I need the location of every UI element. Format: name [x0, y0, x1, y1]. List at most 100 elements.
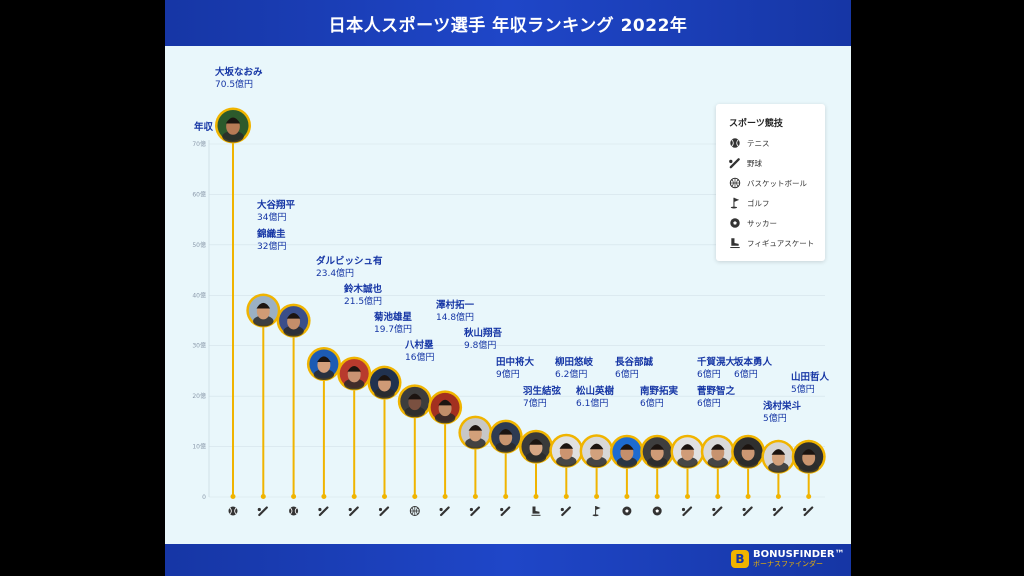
portrait-hair — [468, 424, 483, 431]
portrait-shoulders — [404, 406, 425, 418]
portrait-shoulders — [495, 441, 516, 453]
portrait-shoulders — [344, 378, 365, 390]
portrait-hair — [680, 444, 695, 450]
brand-name: BONUSFINDER™ — [753, 549, 845, 560]
lollipop-mark — [306, 346, 341, 499]
golf-flag-icon — [729, 197, 741, 209]
baseball-bat-icon — [729, 157, 741, 169]
salary-value-label: 6億円 — [734, 368, 758, 380]
sport-baseball-bat-icon — [772, 506, 784, 517]
y-tick-label: 60億 — [192, 190, 206, 198]
lollipop-mark — [700, 434, 735, 499]
salary-value-label: 21.5億円 — [344, 295, 382, 307]
lollipop-base-dot — [745, 494, 751, 499]
player-name-label: 羽生結弦 — [523, 385, 562, 397]
player-name-label: 秋山翔吾 — [463, 327, 503, 339]
lollipop-mark — [731, 434, 766, 499]
portrait-shoulders — [313, 369, 335, 380]
lollipop-mark — [428, 390, 463, 499]
portrait-shoulders — [465, 437, 486, 449]
sport-baseball-bat-icon — [348, 506, 359, 517]
lollipop-mark — [609, 434, 644, 499]
player-name-label: 長谷部誠 — [615, 356, 654, 368]
baseball-bat-icon — [729, 158, 740, 169]
portrait-shoulders — [707, 456, 728, 468]
lollipop-base-dot — [594, 494, 600, 499]
portrait-hair — [771, 449, 786, 455]
soccer-ball-icon — [730, 218, 740, 228]
portrait-shoulders — [222, 130, 244, 143]
lollipop-mark — [215, 107, 251, 499]
y-tick-label: 50億 — [192, 241, 206, 249]
sport-soccer-ball-icon — [652, 506, 662, 516]
lollipop-base-dot — [624, 494, 630, 499]
y-tick-label: 40億 — [192, 291, 206, 299]
player-name-label: 柳田悠岐 — [555, 356, 594, 368]
salary-value-label: 6億円 — [640, 397, 664, 409]
sport-baseball-bat-icon — [318, 506, 329, 517]
legend-item-baseball: 野球 — [729, 157, 762, 169]
legend: スポーツ競技 テニス 野球 バスケットボール ゴルフ サッカー フィギュアスケート — [716, 104, 825, 261]
portrait-shoulders — [737, 456, 759, 468]
salary-value-label: 19.7億円 — [374, 323, 412, 335]
salary-value-label: 23.4億円 — [316, 267, 354, 279]
chart-title: 日本人スポーツ選手 年収ランキング 2022年 — [328, 15, 688, 36]
sport-basketball-icon — [409, 506, 420, 516]
portrait-shoulders — [798, 461, 819, 473]
salary-value-label: 6億円 — [697, 368, 721, 380]
player-name-label: 菅野智之 — [697, 385, 736, 397]
legend-item-tennis: テニス — [729, 137, 770, 149]
lollipop-base-dot — [533, 494, 539, 499]
portrait-shoulders — [556, 455, 577, 467]
portrait-hair — [377, 375, 392, 381]
player-name-label: ダルビッシュ有 — [316, 255, 383, 267]
lollipop-base-dot — [472, 494, 478, 499]
y-tick-label: 20億 — [192, 392, 206, 400]
y-tick-label: 0 — [202, 494, 206, 501]
lollipop-base-dot — [503, 494, 509, 499]
brand-logo[interactable]: B BONUSFINDER™ ボーナスファインダー — [731, 549, 845, 569]
lollipop-base-dot — [321, 494, 327, 499]
basketball-icon — [729, 177, 741, 189]
portrait-shoulders — [768, 461, 789, 473]
portrait-shoulders — [434, 412, 456, 424]
golf-flag-icon — [730, 197, 740, 209]
salary-value-label: 5億円 — [791, 383, 815, 395]
salary-value-label: 5億円 — [763, 412, 787, 424]
legend-label: テニス — [747, 138, 770, 148]
sport-soccer-ball-icon — [622, 506, 632, 516]
sport-golf-flag-icon — [592, 506, 601, 517]
player-name-label: 坂本勇人 — [734, 356, 773, 368]
portrait-hair — [498, 428, 513, 435]
sport-baseball-bat-icon — [469, 506, 480, 517]
legend-label: 野球 — [747, 158, 762, 168]
sport-tennis-ball-icon — [228, 506, 238, 516]
y-tick-label: 10億 — [192, 443, 206, 451]
lollipop-base-dot — [654, 494, 660, 499]
portrait-hair — [711, 444, 725, 450]
lollipop-mark — [791, 439, 826, 499]
salary-value-label: 34億円 — [257, 211, 286, 223]
basketball-icon — [729, 177, 741, 189]
sport-baseball-bat-icon — [257, 506, 268, 517]
tennis-ball-icon — [730, 138, 740, 148]
lollipop-mark — [761, 439, 796, 499]
sport-baseball-bat-icon — [439, 506, 450, 517]
portrait-shoulders — [283, 325, 304, 337]
lollipop-base-dot — [442, 494, 448, 499]
player-name-label: 菊池雄星 — [373, 311, 413, 323]
legend-item-soccer: サッカー — [729, 217, 777, 229]
legend-label: バスケットボール — [747, 178, 807, 188]
tennis-ball-icon — [729, 137, 741, 149]
player-name-label: 鈴木誠也 — [344, 283, 383, 295]
lollipop-base-dot — [382, 494, 387, 499]
sport-baseball-bat-icon — [712, 506, 723, 517]
salary-value-label: 14.8億円 — [436, 311, 474, 323]
salary-value-label: 9億円 — [496, 368, 520, 380]
portrait-shoulders — [253, 315, 274, 327]
salary-value-label: 6.1億円 — [576, 397, 608, 409]
portrait-hair — [559, 443, 574, 449]
player-name-label: 浅村栄斗 — [763, 400, 802, 412]
title-bar: 日本人スポーツ選手 年収ランキング 2022年 — [165, 0, 851, 46]
y-axis-title: 年収 — [194, 121, 214, 133]
